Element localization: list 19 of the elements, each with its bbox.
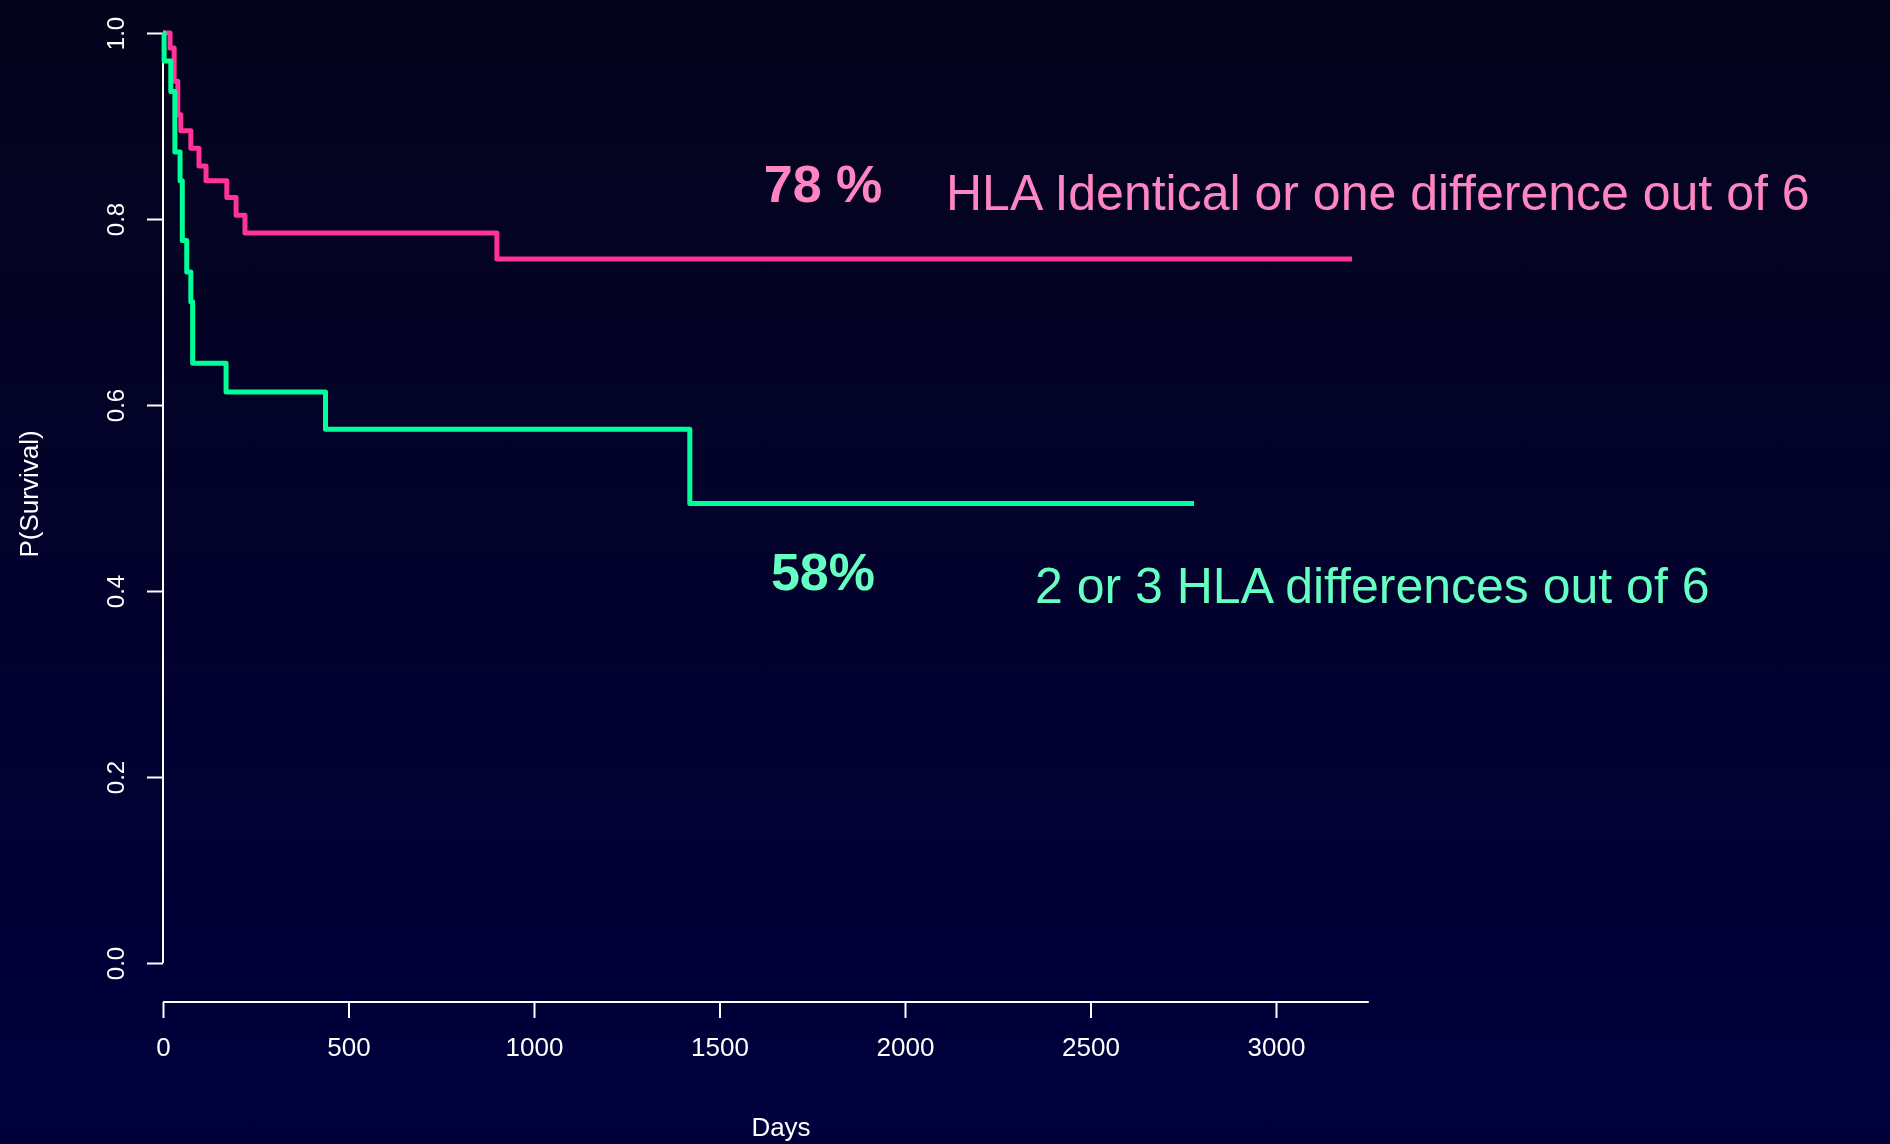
x-tick-label: 2500: [1062, 1032, 1120, 1063]
x-tick-label: 0: [156, 1032, 171, 1063]
x-tick-label: 3000: [1247, 1032, 1306, 1063]
y-tick-label: 0.6: [102, 388, 130, 423]
series-label: HLA Identical or one difference out of 6: [946, 165, 1810, 221]
y-tick-label: 0.2: [102, 760, 130, 795]
y-tick-label: 0.8: [102, 202, 130, 237]
y-tick-label: 0.0: [102, 946, 130, 981]
x-tick-label: 1500: [691, 1032, 749, 1063]
annotation: 58%: [770, 543, 876, 601]
x-tick-label: 1000: [505, 1032, 564, 1063]
annotation: 78 %: [763, 155, 883, 213]
series-label: 2 or 3 HLA differences out of 6: [1035, 558, 1710, 614]
x-tick-label: 2000: [876, 1032, 935, 1063]
y-tick-label: 0.4: [102, 574, 130, 609]
x-axis-title: Days: [751, 1112, 811, 1142]
x-tick-label: 500: [327, 1032, 371, 1063]
y-tick-label: 1.0: [102, 16, 130, 51]
y-axis-title: P(Survival): [14, 430, 44, 558]
